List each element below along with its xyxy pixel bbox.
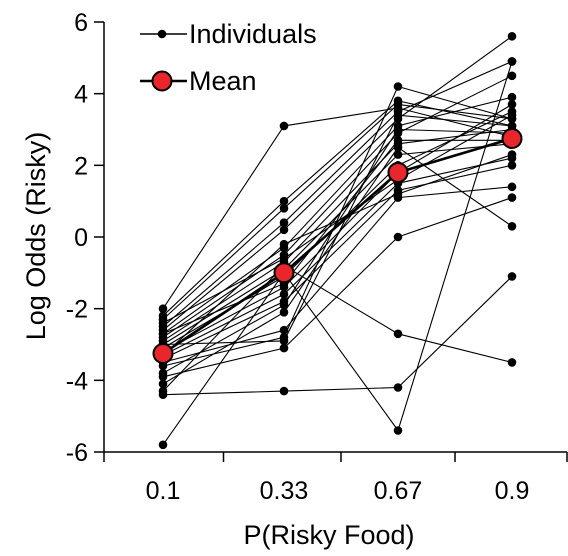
- x-tick-label: 0.33: [260, 477, 309, 505]
- individual-point-15-1: [158, 361, 168, 371]
- x-tick-label: 0.67: [374, 477, 423, 505]
- axes: -6 -4 -2 0 2 4 6 0.1 0.33 0.67 0.9: [66, 9, 568, 505]
- individual-point-25-4: [507, 150, 517, 159]
- individual-line-16: [162, 197, 513, 378]
- legend: Individuals Mean: [140, 19, 317, 96]
- individual-point-2-2: [279, 196, 289, 206]
- individual-point-7-4: [507, 71, 517, 81]
- individual-point-20-3: [393, 426, 403, 435]
- individual-point-15-3: [393, 82, 403, 91]
- legend-individuals-marker: [157, 29, 167, 39]
- x-tick-label: 0.9: [495, 477, 530, 505]
- individual-point-12-2: [279, 290, 289, 299]
- individual-point-3-2: [279, 204, 289, 213]
- individual-point-23-1: [158, 329, 168, 339]
- individual-line-5: [162, 35, 513, 331]
- individual-point-3-3: [393, 100, 403, 109]
- individual-point-18-3: [393, 329, 403, 339]
- y-tick-label: 2: [74, 152, 88, 180]
- individual-point-5-4: [507, 32, 517, 41]
- individual-lines: [162, 35, 513, 446]
- x-axis-title: P(Risky Food): [243, 520, 414, 550]
- individual-point-20-4: [507, 57, 517, 66]
- individual-point-17-4: [507, 222, 517, 231]
- individual-point-18-4: [507, 358, 517, 367]
- individual-line-9: [162, 143, 513, 345]
- mean-series: [152, 128, 523, 364]
- individual-point-17-1: [158, 379, 168, 389]
- individual-line-23: [162, 139, 512, 335]
- mean-point-1: [152, 343, 174, 364]
- individual-point-16-2: [279, 343, 289, 353]
- individual-line-25: [162, 154, 513, 356]
- individual-point-14-2: [279, 325, 289, 335]
- individual-point-25-3: [393, 189, 403, 199]
- y-axis-title: Log Odds (Risky): [21, 132, 51, 341]
- individual-point-21-1: [158, 368, 168, 378]
- y-tick-label: 4: [74, 81, 88, 109]
- y-tick-label: 6: [74, 9, 88, 37]
- individual-point-20-1: [158, 440, 168, 450]
- individual-point-6-4: [507, 92, 517, 102]
- mean-point-4: [501, 128, 523, 149]
- individual-point-9-3: [393, 150, 403, 159]
- y-tick-label: -4: [66, 367, 88, 395]
- individual-line-18: [162, 265, 513, 392]
- individual-point-23-3: [393, 136, 403, 145]
- individual-line-17: [162, 146, 513, 385]
- individual-line-13: [162, 164, 513, 360]
- individual-line-1: [162, 107, 513, 310]
- individual-point-24-4: [507, 110, 517, 120]
- individual-point-22-3: [393, 110, 403, 120]
- individual-point-21-2: [279, 300, 289, 310]
- mean-line: [162, 137, 513, 355]
- individual-line-7: [162, 75, 513, 338]
- legend-mean-marker: [151, 70, 173, 92]
- individual-line-2: [162, 100, 513, 317]
- individual-point-17-3: [393, 143, 403, 152]
- individual-point-16-3: [393, 232, 403, 242]
- legend-individuals-label: Individuals: [189, 19, 317, 49]
- x-tick-label: 0.1: [146, 477, 181, 505]
- individual-point-19-3: [393, 383, 403, 392]
- individual-line-19: [162, 276, 513, 396]
- individual-line-20: [162, 61, 513, 446]
- mean-point-3: [387, 162, 409, 183]
- individual-line-8: [162, 128, 513, 342]
- mean-point-2: [273, 262, 295, 284]
- individual-point-25-2: [279, 239, 289, 249]
- individual-point-22-2: [279, 336, 289, 346]
- individual-point-19-1: [158, 390, 168, 400]
- individual-line-4: [162, 60, 513, 328]
- y-tick-label: -6: [66, 439, 88, 467]
- individual-point-4-2: [279, 218, 289, 227]
- individual-point-21-3: [393, 125, 403, 134]
- individual-point-5-2: [279, 225, 289, 235]
- individual-point-19-4: [507, 272, 517, 281]
- individual-point-13-4: [507, 161, 517, 170]
- individual-point-14-4: [507, 182, 517, 192]
- individual-point-24-1: [158, 318, 168, 328]
- legend-mean-label: Mean: [189, 66, 257, 96]
- individual-point-17-2: [279, 308, 289, 317]
- individual-line-14: [162, 186, 513, 363]
- individual-line-11: [162, 103, 513, 353]
- individual-point-1-2: [279, 121, 289, 131]
- individual-point-24-2: [279, 254, 289, 263]
- individual-point-16-4: [507, 193, 517, 202]
- individual-line-12: [162, 157, 513, 356]
- individual-line-21: [162, 128, 513, 374]
- individual-line-22: [162, 114, 513, 346]
- y-tick-label: 0: [74, 224, 88, 252]
- individual-point-1-1: [158, 304, 168, 314]
- individual-point-19-2: [279, 386, 289, 396]
- individual-point-22-4: [507, 121, 517, 131]
- individual-point-11-4: [507, 100, 517, 109]
- y-tick-label: -2: [66, 296, 88, 324]
